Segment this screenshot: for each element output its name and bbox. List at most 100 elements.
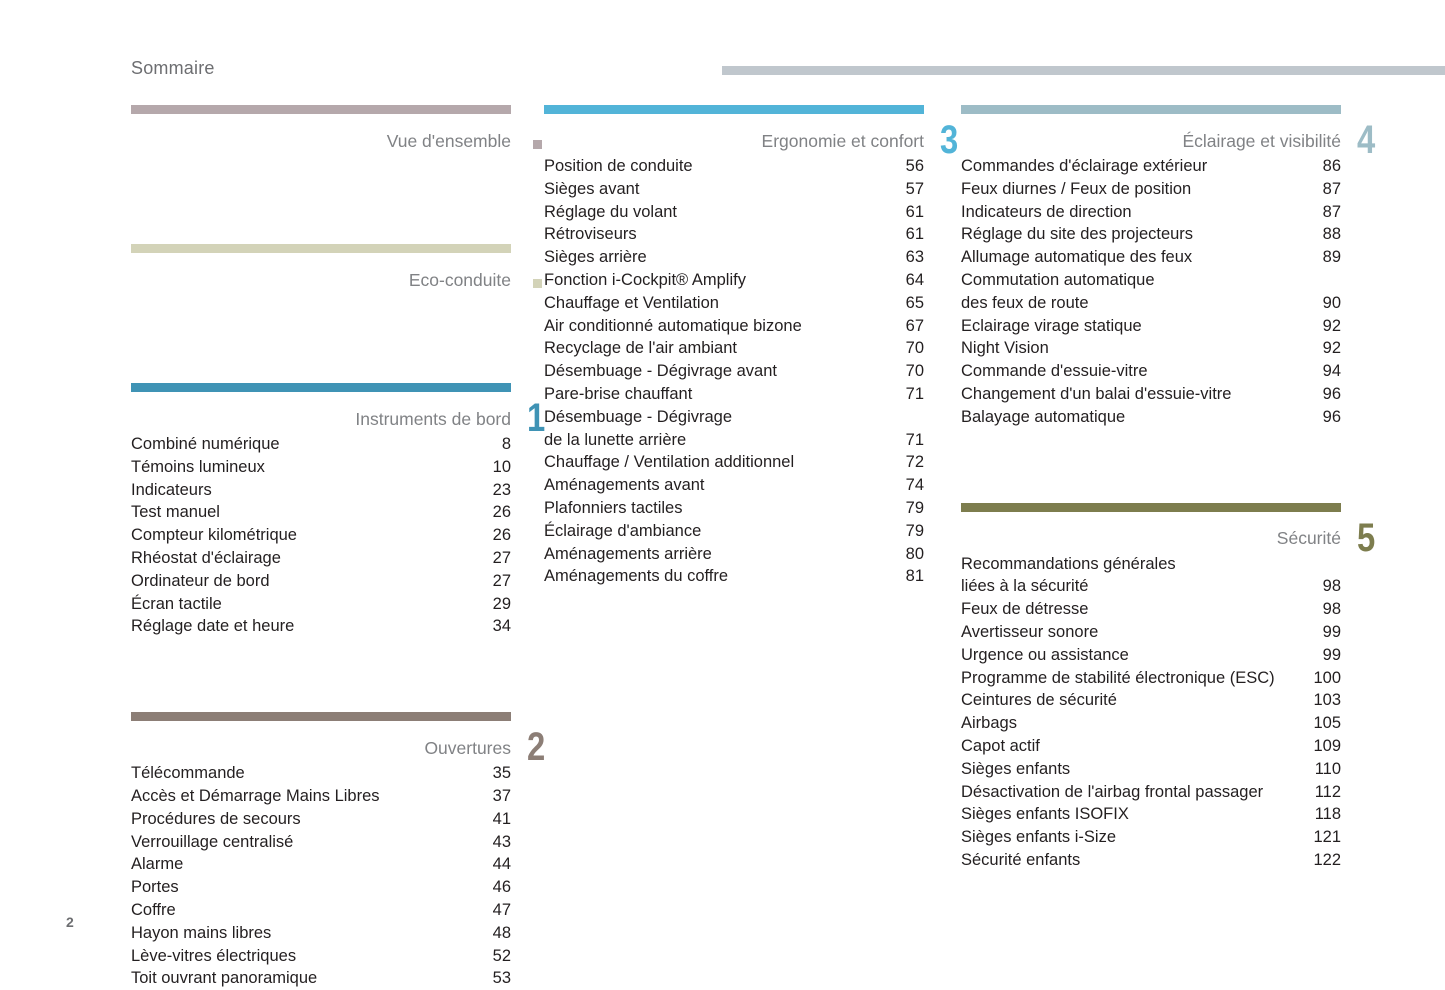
toc-entry[interactable]: Pare-brise chauffant 71 [544,383,924,406]
toc-entry-page: 110 [1314,759,1341,778]
toc-entry-page: 118 [1314,805,1341,824]
toc-entry-label: Commande d'essuie-vitre [961,362,1148,381]
toc-entry-label: Rétroviseurs [544,225,637,244]
toc-entry[interactable]: Balayage automatique 96 [961,406,1341,429]
toc-entry[interactable]: Programme de stabilité électronique (ESC… [961,667,1341,690]
toc-entry-page: 26 [492,503,511,522]
section-color-bar [131,383,511,392]
section-number: 3 [940,118,959,162]
toc-entry[interactable]: Eclairage virage statique 92 [961,315,1341,338]
section-heading: Sécurité 5 [961,518,1375,558]
toc-entry-page: 10 [492,457,511,476]
toc-entry-label: Ordinateur de bord [131,571,270,590]
toc-entry[interactable]: Recyclage de l'air ambiant 70 [544,337,924,360]
toc-entry-label: Sécurité enfants [961,850,1081,869]
toc-entry-page: 65 [905,293,924,312]
toc-entry[interactable]: Airbags 105 [961,712,1341,735]
toc-entry-page: 72 [905,453,924,472]
toc-entry-page: 46 [492,878,511,897]
toc-entry[interactable]: Écran tactile 29 [131,593,511,616]
toc-entry[interactable]: Chauffage et Ventilation 65 [544,292,924,315]
page-folio: 2 [66,914,74,930]
toc-entry-page: 43 [492,832,511,851]
toc-entry[interactable]: Sièges enfants i-Size 121 [961,826,1341,849]
toc-entry[interactable]: Désembuage - Dégivrage avant 70 [544,360,924,383]
toc-entry[interactable]: Feux de détresse 98 [961,598,1341,621]
toc-entry[interactable]: Combiné numérique 8 [131,433,511,456]
toc-entry[interactable]: Plafonniers tactiles 79 [544,497,924,520]
section-number: 1 [527,396,546,440]
toc-entry[interactable]: Commandes d'éclairage extérieur 86 [961,155,1341,178]
toc-entry[interactable]: Réglage date et heure 34 [131,615,511,638]
toc-entry[interactable]: Sièges avant 57 [544,178,924,201]
toc-entry[interactable]: Éclairage d'ambiance 79 [544,520,924,543]
toc-entry[interactable]: Réglage du volant 61 [544,201,924,224]
toc-entry[interactable]: Désactivation de l'airbag frontal passag… [961,781,1341,804]
toc-entry[interactable]: Coffre 47 [131,899,511,922]
toc-entry[interactable]: Ordinateur de bord 27 [131,570,511,593]
toc-entry[interactable]: Télécommande 35 [131,762,511,785]
toc-entry[interactable]: Feux diurnes / Feux de position 87 [961,178,1341,201]
toc-entry[interactable]: Sièges arrière 63 [544,246,924,269]
toc-entry-label: Procédures de secours [131,809,301,828]
toc-entry[interactable]: Chauffage / Ventilation additionnel 72 [544,451,924,474]
toc-entry[interactable]: Capot actif 109 [961,735,1341,758]
toc-entry-label: Lève-vitres électriques [131,946,297,965]
toc-entry[interactable]: Indicateurs de direction 87 [961,201,1341,224]
toc-entry[interactable]: Compteur kilométrique 26 [131,524,511,547]
toc-entry[interactable]: Sièges enfants ISOFIX 118 [961,803,1341,826]
toc-entry[interactable]: Commutation automatique des feux de rout… [961,269,1341,315]
toc-entry[interactable]: Fonction i-Cockpit® Amplify 64 [544,269,924,292]
toc-entry[interactable]: Indicateurs 23 [131,479,511,502]
toc-entry-label: Balayage automatique [961,407,1126,426]
toc-entry[interactable]: Changement d'un balai d'essuie-vitre 96 [961,383,1341,406]
toc-entry-page: 35 [492,764,511,783]
toc-entry[interactable]: Alarme 44 [131,853,511,876]
toc-entry-page: 63 [905,248,924,267]
toc-entry[interactable]: Urgence ou assistance 99 [961,644,1341,667]
toc-entry[interactable]: Sièges enfants 110 [961,758,1341,781]
toc-entry[interactable]: Recommandations générales liées à la séc… [961,553,1341,599]
toc-entry-page: 96 [1322,407,1341,426]
toc-entry[interactable]: Avertisseur sonore 99 [961,621,1341,644]
toc-entry[interactable]: Portes 46 [131,876,511,899]
toc-entry[interactable]: Désembuage - Dégivrage de la lunette arr… [544,406,924,452]
toc-entry[interactable]: Position de conduite 56 [544,155,924,178]
toc-entry-label: Rhéostat d'éclairage [131,548,281,567]
toc-entry-page: 89 [1322,248,1341,267]
toc-entry[interactable]: Rétroviseurs 61 [544,223,924,246]
toc-entry[interactable]: Allumage automatique des feux 89 [961,246,1341,269]
toc-entry-label: Air conditionné automatique bizone [544,316,802,335]
toc-entry[interactable]: Réglage du site des projecteurs 88 [961,223,1341,246]
toc-section-ouvertures: Ouvertures 2 Télécommande 35 Accès et Démarr… [131,712,545,990]
toc-entry[interactable]: Sécurité enfants 122 [961,849,1341,872]
toc-entry-label: Sièges arrière [544,248,647,267]
section-gap [961,429,1341,503]
toc-entry[interactable]: Procédures de secours 41 [131,808,511,831]
toc-entry[interactable]: Aménagements arrière 80 [544,543,924,566]
toc-entry[interactable]: Hayon mains libres 48 [131,922,511,945]
section-heading: Ergonomie et confort 3 [544,120,959,160]
toc-entry[interactable]: Test manuel 26 [131,501,511,524]
toc-entry-label: Plafonniers tactiles [544,498,683,517]
toc-entry-label: Night Vision [961,339,1049,358]
toc-entry[interactable]: Témoins lumineux 10 [131,456,511,479]
section-title: Ergonomie et confort [761,130,924,151]
toc-entry-page: 80 [905,544,924,563]
toc-entry[interactable]: Rhéostat d'éclairage 27 [131,547,511,570]
toc-entry[interactable]: Accès et Démarrage Mains Libres 37 [131,785,511,808]
toc-entry[interactable]: Aménagements avant 74 [544,474,924,497]
toc-entry-label: Chauffage et Ventilation [544,293,719,312]
toc-entry[interactable]: Commande d'essuie-vitre 94 [961,360,1341,383]
toc-entry[interactable]: Aménagements du coffre 81 [544,565,924,588]
toc-entry[interactable]: Air conditionné automatique bizone 67 [544,315,924,338]
toc-entry[interactable]: Lève-vitres électriques 52 [131,945,511,968]
toc-entry[interactable]: Ceintures de sécurité 103 [961,689,1341,712]
toc-entry-label: Feux diurnes / Feux de position [961,179,1192,198]
toc-entry-list: Position de conduite 56 Sièges avant 57 Régl… [544,155,924,588]
toc-entry-label: Toit ouvrant panoramique [131,969,318,988]
toc-entry[interactable]: Night Vision 92 [961,337,1341,360]
toc-entry-label: Verrouillage centralisé [131,832,294,851]
toc-entry[interactable]: Verrouillage centralisé 43 [131,831,511,854]
toc-entry[interactable]: Toit ouvrant panoramique 53 [131,967,511,990]
